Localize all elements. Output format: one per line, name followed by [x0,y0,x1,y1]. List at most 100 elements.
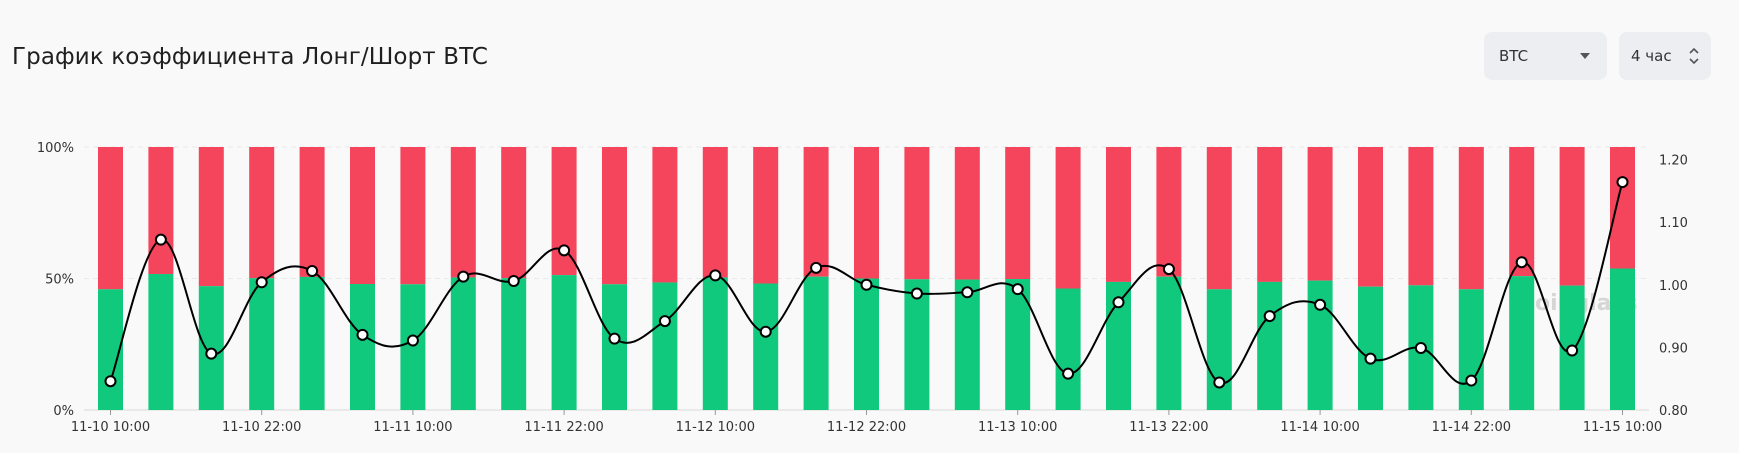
ratio-point [1112,296,1125,309]
bar-short [1055,147,1081,289]
bar-long [602,284,627,410]
bar-long [350,284,375,410]
ratio-points-group [104,176,1629,389]
bar-short [1358,147,1383,287]
bar-long [1509,276,1535,410]
bar-short [1156,147,1182,277]
bar-short [1106,147,1131,282]
bar-short [1307,147,1333,281]
bar-short [1509,147,1535,277]
ratio-point [205,347,218,360]
y-left-tick-label: 0% [53,404,74,419]
bar-short [1559,147,1585,286]
y-right-tick-label: 0.90 [1659,341,1688,356]
bar-long [954,279,980,410]
bar-short [148,147,174,275]
ratio-point [356,328,369,341]
ratio-line-group [109,181,1624,385]
bar-long [652,282,678,410]
bar-short [854,147,879,279]
ratio-point [1011,283,1024,296]
ratio-point [1465,374,1478,387]
page-title: График коэффициента Лонг/Шорт BTC [12,44,489,70]
ratio-point [1616,176,1629,189]
bar-short [98,147,123,290]
y-left-tick-label: 50% [45,273,74,288]
bar-short [400,147,426,285]
bar-short [1458,147,1484,290]
ratio-point [961,286,974,299]
interval-select[interactable]: 4 час [1619,32,1711,80]
bar-short [299,147,325,277]
bar-long [1610,268,1635,410]
ratio-point [1062,367,1075,380]
ratio-point [1364,352,1377,365]
ratio-point [104,375,117,388]
bar-long [702,277,728,410]
ratio-point [1414,342,1427,355]
bar-long [904,279,930,410]
bar-long [299,276,325,410]
ratio-point [507,275,520,288]
bar-long [551,275,577,410]
bar-long [1358,286,1383,410]
x-tick-label: 11-13 10:00 [978,420,1057,435]
ratio-point [810,261,823,274]
bar-short [501,147,527,279]
ratio-point [1515,256,1528,269]
x-tick-label: 11-10 22:00 [222,420,301,435]
x-axis: 11-10 10:00 11-10 22:00 11-11 10:00 11-11 2… [71,410,1662,435]
bar-long [803,276,829,410]
x-tick-label: 11-12 10:00 [676,420,755,435]
ratio-point [1162,263,1175,276]
bar-short [1206,147,1232,290]
bar-short [350,147,375,285]
bar-long [1156,276,1182,410]
bar-short [1005,147,1031,280]
ratio-point [558,244,571,257]
x-tick-label: 11-14 22:00 [1432,420,1511,435]
ratio-point [759,325,772,338]
bar-short [652,147,678,283]
bar-short [954,147,980,280]
ratio-point [1263,310,1276,323]
x-tick-label: 11-11 22:00 [524,420,603,435]
bar-long [1458,289,1484,410]
ratio-line [109,181,1624,385]
coin-select[interactable]: BTC [1484,32,1607,80]
bar-long [450,277,476,410]
ratio-point [1566,344,1579,357]
bar-short [1610,147,1635,269]
bar-short [702,147,728,278]
bar-short [602,147,627,285]
ratio-point [608,332,621,345]
right-axis: 0.80 0.90 1.00 1.10 1.20 [1659,154,1688,419]
ratio-point [457,270,470,283]
ratio-point [658,315,671,328]
bar-long [854,278,879,410]
y-left-tick-label: 100% [37,141,74,156]
y-right-tick-label: 1.20 [1659,154,1688,169]
ratio-point [1213,376,1226,389]
bar-long [501,278,527,410]
ratio-point [860,278,873,291]
bar-short [904,147,930,280]
x-tick-label: 11-11 10:00 [373,420,452,435]
caret-down-icon [1580,53,1590,59]
bar-long [1055,288,1081,410]
x-tick-label: 11-12 22:00 [827,420,906,435]
ratio-point [255,276,268,289]
x-tick-label: 11-14 10:00 [1280,420,1359,435]
bar-short [1257,147,1283,282]
ratio-point [709,269,722,282]
ratio-point [1314,298,1327,311]
x-tick-label: 11-13 22:00 [1129,420,1208,435]
bar-short [249,147,275,279]
ratio-point [910,287,923,300]
chevron-up-down-icon [1688,46,1700,66]
interval-select-value: 4 час [1631,47,1672,65]
bar-long [400,284,426,410]
ratio-point [406,334,419,347]
bar-short [1408,147,1434,286]
